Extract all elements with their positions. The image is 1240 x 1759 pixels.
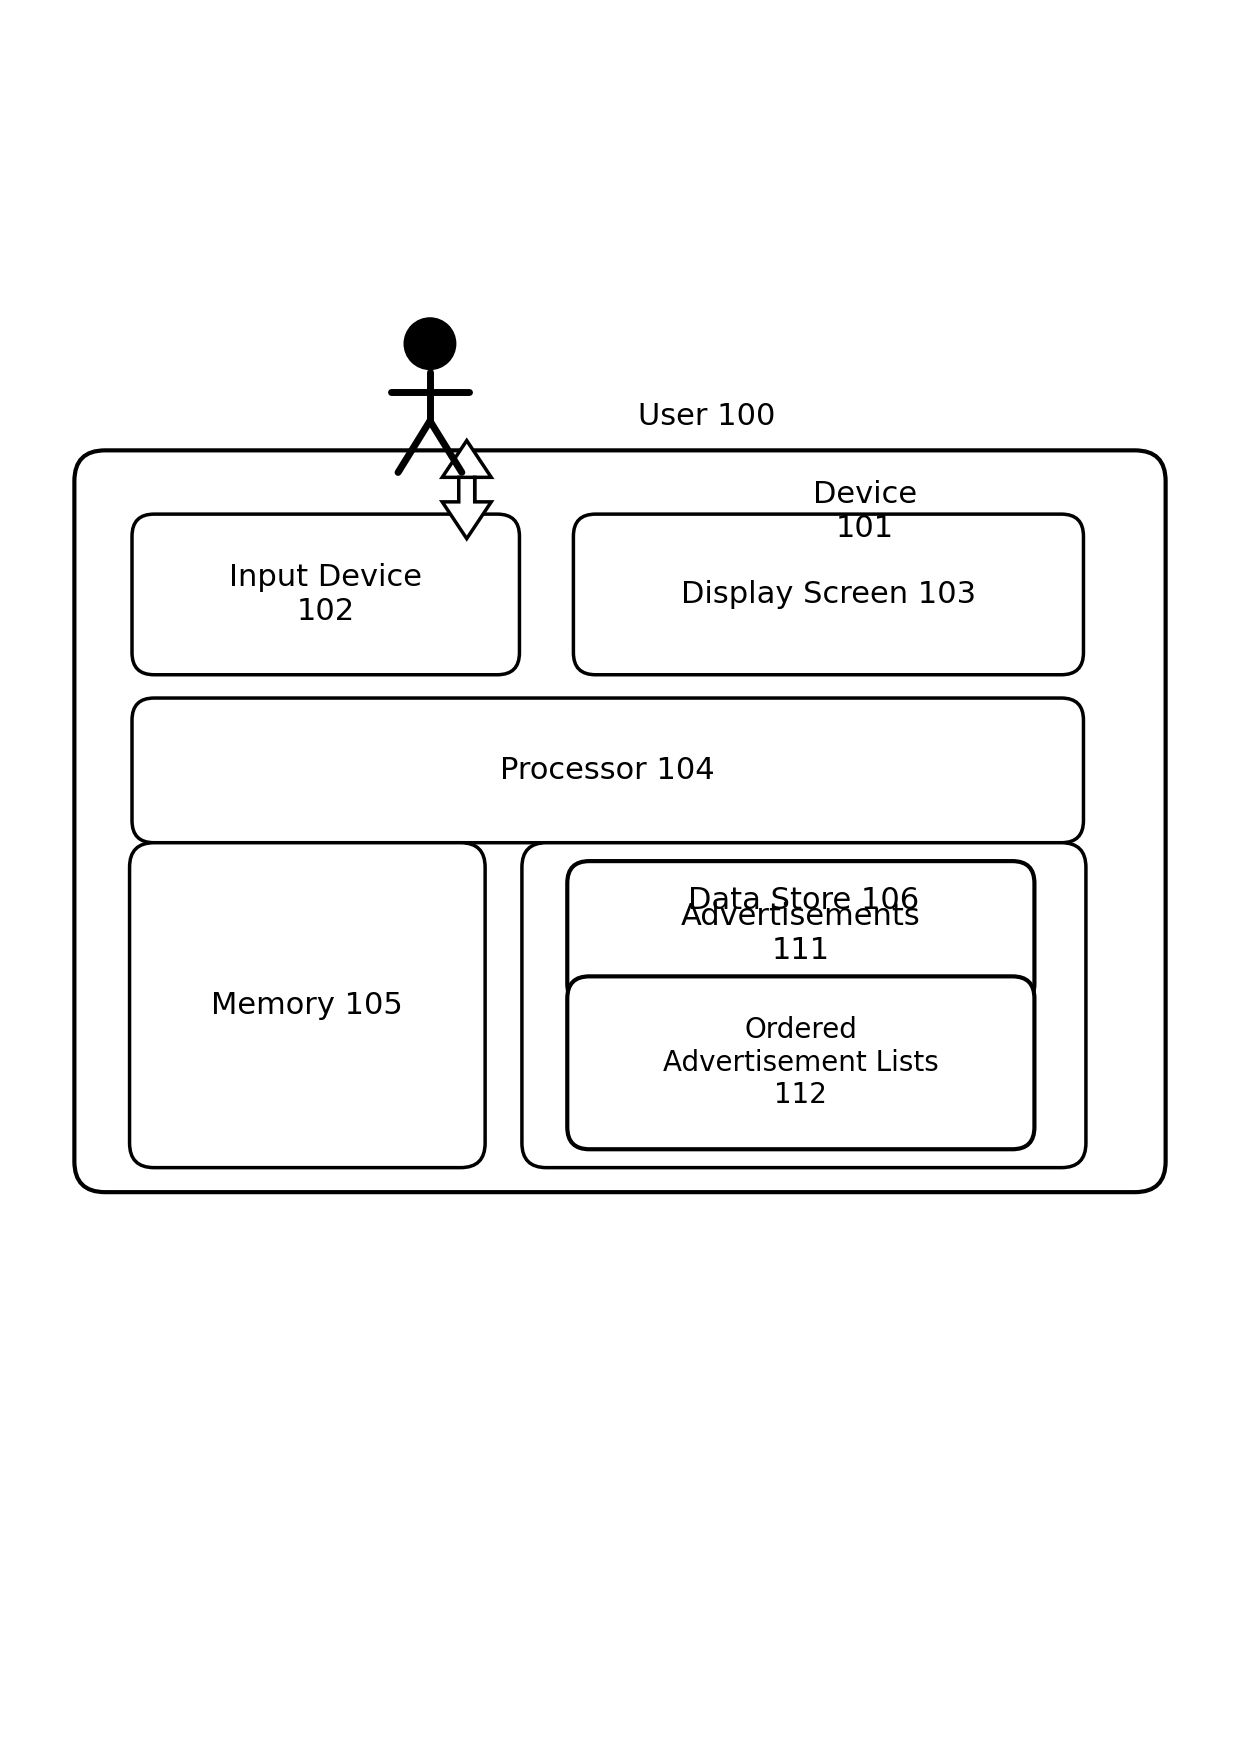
FancyBboxPatch shape bbox=[567, 976, 1034, 1149]
Polygon shape bbox=[443, 440, 491, 501]
Circle shape bbox=[404, 318, 456, 369]
FancyBboxPatch shape bbox=[74, 450, 1166, 1193]
Text: Display Screen 103: Display Screen 103 bbox=[681, 580, 976, 609]
Text: Processor 104: Processor 104 bbox=[501, 756, 715, 785]
Text: Input Device
102: Input Device 102 bbox=[229, 563, 423, 626]
Text: User 100: User 100 bbox=[639, 401, 776, 431]
FancyBboxPatch shape bbox=[522, 843, 1086, 1168]
Text: Memory 105: Memory 105 bbox=[212, 990, 403, 1020]
Polygon shape bbox=[443, 477, 491, 538]
Text: Advertisements
111: Advertisements 111 bbox=[681, 902, 921, 964]
Text: Ordered
Advertisement Lists
112: Ordered Advertisement Lists 112 bbox=[663, 1017, 939, 1110]
FancyBboxPatch shape bbox=[131, 514, 520, 675]
FancyBboxPatch shape bbox=[129, 843, 485, 1168]
FancyBboxPatch shape bbox=[131, 698, 1084, 843]
Text: Device
101: Device 101 bbox=[813, 480, 918, 544]
Text: Data Store 106: Data Store 106 bbox=[688, 885, 920, 915]
FancyBboxPatch shape bbox=[567, 862, 1034, 1006]
FancyBboxPatch shape bbox=[573, 514, 1084, 675]
